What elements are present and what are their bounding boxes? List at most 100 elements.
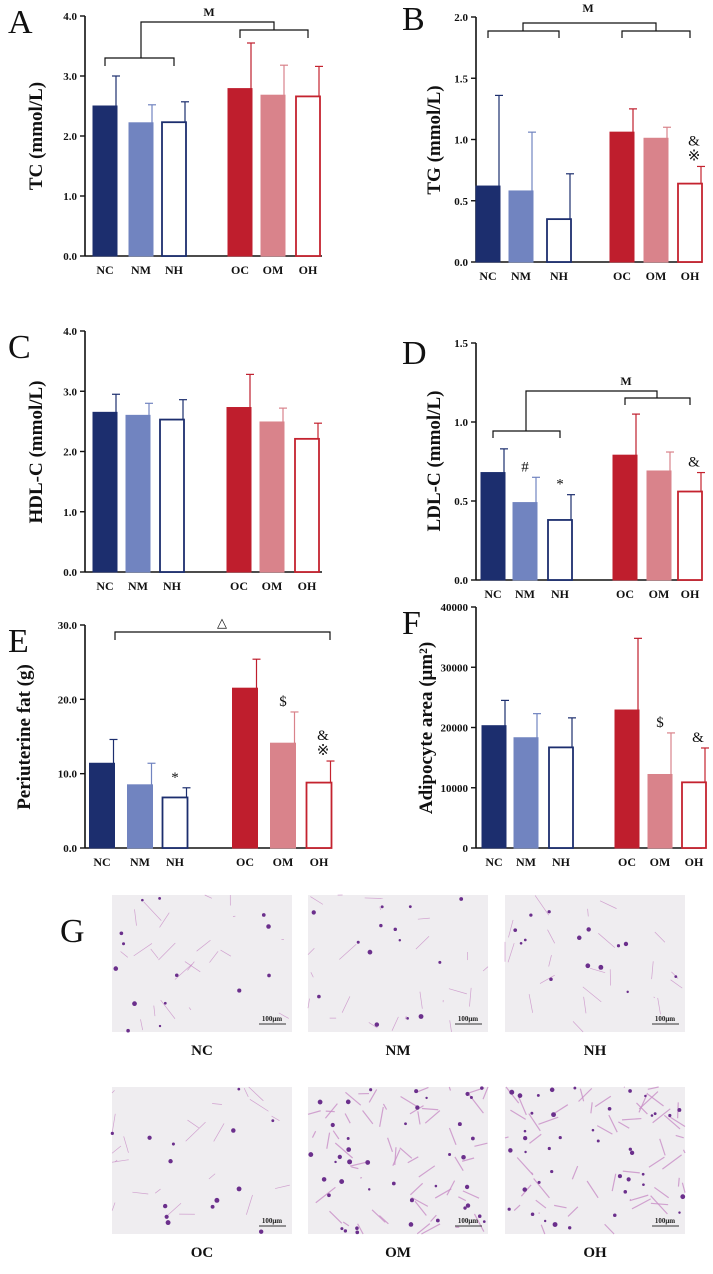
scale-bar-label: 100μm [655, 1015, 675, 1023]
nucleus [330, 1122, 335, 1128]
bar-oc [226, 407, 252, 573]
y-tick-label: 0.0 [454, 257, 468, 269]
bracket-top [525, 390, 658, 431]
cell-wall [133, 943, 153, 957]
scale-bar-label: 100μm [458, 1217, 478, 1225]
nucleus [626, 990, 629, 994]
cell-wall [368, 1022, 378, 1029]
cell-wall [220, 949, 232, 957]
bracket-right [621, 30, 691, 38]
cell-wall [307, 1110, 321, 1115]
nucleus [311, 910, 316, 915]
nucleus [616, 944, 621, 948]
cell-wall [167, 1202, 182, 1216]
x-tick-label: NH [166, 855, 185, 869]
nucleus [171, 1142, 175, 1146]
nucleus [347, 1159, 353, 1165]
bracket-right [624, 397, 691, 405]
cell-wall [213, 1123, 225, 1142]
y-axis-label: LDL-C (mmol/L) [424, 391, 445, 532]
nucleus [477, 1214, 482, 1218]
x-tick-label: NH [550, 269, 569, 283]
cell-wall [454, 1156, 464, 1172]
cell-wall [449, 1020, 452, 1033]
y-axis-label: Periuterine fat (g) [14, 664, 35, 810]
cell-wall [153, 1005, 156, 1017]
y-tick-label: 20000 [441, 723, 469, 735]
bracket-left [492, 430, 561, 438]
nucleus [435, 1218, 440, 1223]
nucleus [680, 1194, 686, 1200]
cell-wall [111, 1113, 116, 1134]
bar-om [260, 94, 286, 257]
nucleus [345, 1099, 351, 1105]
nucleus [141, 898, 144, 902]
cell-wall [579, 1088, 585, 1102]
cell-wall [350, 1161, 368, 1167]
nucleus [586, 927, 591, 932]
cell-wall [507, 943, 515, 963]
nucleus [629, 1150, 635, 1155]
cell-wall [636, 1102, 648, 1115]
histology-label: OC [191, 1245, 214, 1261]
nucleus [391, 1181, 396, 1186]
bar-oc [614, 709, 640, 849]
nucleus [613, 1213, 617, 1217]
nucleus [368, 1188, 371, 1191]
cell-wall [448, 1086, 452, 1091]
nucleus [549, 1087, 555, 1093]
bar-nh [159, 418, 185, 573]
bracket-label: △ [217, 615, 227, 630]
cell-wall [416, 1086, 429, 1093]
x-tick-label: NC [96, 263, 113, 277]
nucleus [337, 1154, 342, 1160]
cell-wall [618, 1121, 630, 1129]
nucleus [650, 1114, 654, 1117]
x-tick-label: OH [298, 579, 317, 593]
nucleus [480, 1086, 484, 1090]
y-tick-label: 1.5 [454, 73, 468, 85]
cell-wall [387, 1137, 394, 1152]
y-tick-label: 0.0 [63, 251, 77, 263]
bracket-top [522, 22, 657, 31]
cell-wall [209, 951, 219, 963]
nucleus [346, 1147, 352, 1152]
x-tick-label: OH [681, 269, 700, 283]
scale-bar-label: 100μm [458, 1015, 478, 1023]
cell-wall [341, 996, 351, 1013]
histology-image-nh: 100μm NH [504, 895, 685, 1059]
nucleus [551, 1112, 556, 1118]
nucleus [537, 1180, 541, 1184]
nucleus [425, 1096, 428, 1100]
cell-wall [111, 1159, 129, 1163]
nucleus [214, 1197, 220, 1203]
cell-wall [357, 1223, 364, 1235]
cell-wall [185, 1121, 206, 1142]
nucleus [162, 1203, 168, 1209]
cell-wall [647, 1086, 659, 1090]
nucleus [464, 1184, 470, 1190]
cell-wall [590, 1102, 593, 1114]
cell-wall [407, 1156, 419, 1164]
cell-wall [631, 1198, 651, 1210]
significance-mark: ※ [317, 743, 330, 759]
cell-wall [582, 986, 602, 1003]
y-axis-label: Adipocyte area (μm²) [416, 642, 437, 814]
nucleus [398, 939, 402, 942]
nucleus [463, 1206, 467, 1210]
nucleus [522, 1187, 528, 1192]
x-tick-label: OC [231, 263, 249, 277]
nucleus [470, 1136, 475, 1141]
cell-wall [345, 1091, 362, 1106]
nucleus [642, 1183, 645, 1186]
x-tick-label: OH [299, 263, 318, 277]
cell-wall [120, 951, 129, 958]
x-tick-label: OC [618, 855, 636, 869]
x-tick-label: NC [485, 855, 502, 869]
cell-wall [448, 1127, 457, 1146]
nucleus [591, 1128, 595, 1132]
cell-wall [571, 1165, 579, 1180]
panel-label: A [8, 4, 33, 41]
cell-wall [671, 971, 679, 979]
x-tick-label: NH [163, 579, 182, 593]
